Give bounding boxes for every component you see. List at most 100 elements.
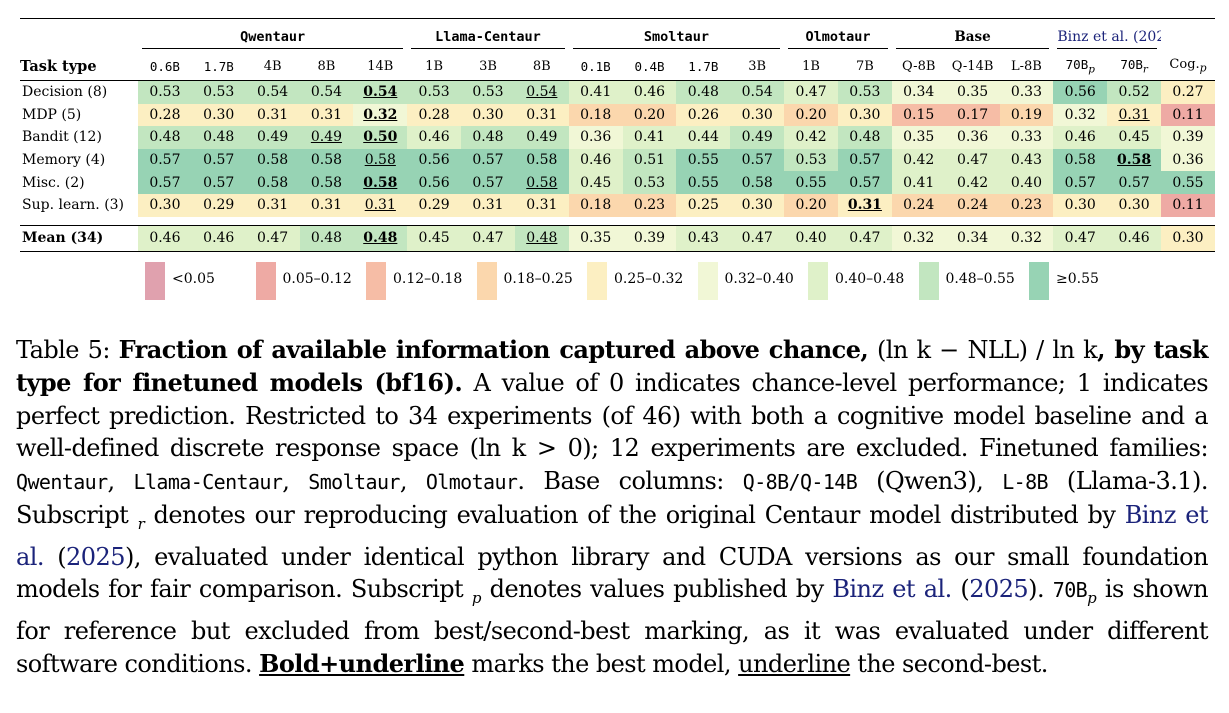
task-type-cell: Decision (8) [20, 80, 138, 104]
value-cell: 0.39 [1161, 126, 1215, 149]
legend-swatch [808, 262, 828, 300]
value-cell: 0.44 [676, 126, 731, 149]
value-cell: 0.42 [784, 126, 838, 149]
value-cell: 0.58 [730, 171, 785, 194]
value-cell: 0.46 [622, 80, 677, 104]
task-type-cell: Memory (4) [20, 148, 138, 172]
value-cell: 0.56 [407, 171, 462, 194]
value-cell: 0.40 [784, 224, 838, 252]
value-cell: 0.36 [1161, 148, 1215, 172]
legend-label: 0.40–0.48 [835, 271, 905, 287]
value-cell: 0.42 [891, 148, 946, 172]
value-cell: 0.53 [837, 80, 892, 104]
value-cell: 0.53 [138, 80, 192, 104]
value-cell: 0.58 [514, 171, 569, 194]
value-cell: 0.30 [461, 103, 515, 127]
value-cell: 0.58 [1053, 148, 1108, 172]
group-header-row: Qwentaur Llama-Centaur Smoltaur Olmotaur Bas… [20, 19, 1215, 52]
value-cell: 0.11 [1161, 193, 1215, 217]
value-cell: 0.40 [999, 171, 1054, 194]
citation-year-link-2[interactable]: 2025 [969, 575, 1029, 604]
value-cell: 0.52 [1107, 80, 1162, 104]
column-header-1: 1.7B [191, 52, 246, 81]
table-row: Sup. learn. (3) 0.30 0.29 0.31 0.31 0.31 0.29 0… [20, 193, 1215, 217]
value-cell: 0.39 [622, 224, 677, 252]
value-cell: 0.47 [945, 148, 1000, 172]
group-label: Qwentaur [142, 29, 404, 49]
value-cell: 0.53 [191, 80, 246, 104]
value-cell: 0.31 [299, 193, 354, 217]
caption-title: Fraction of available information captur… [118, 335, 869, 364]
task-type-header: Task type [20, 52, 138, 81]
value-cell: 0.46 [138, 224, 192, 252]
value-cell: 0.24 [945, 193, 1000, 217]
value-cell: 0.18 [568, 193, 623, 217]
column-header-12: 1B [784, 52, 838, 81]
value-cell: 0.27 [1161, 80, 1215, 104]
caption-sentence-6: , evaluated under identical python libra… [16, 542, 1209, 604]
value-cell: 0.31 [837, 193, 892, 217]
group-label: Base [895, 29, 1050, 49]
value-cell: 0.58 [353, 148, 408, 172]
value-cell: 0.45 [568, 171, 623, 194]
group-header-empty [20, 19, 138, 52]
value-cell: 0.48 [353, 224, 408, 252]
value-cell: 0.32 [1053, 103, 1108, 127]
caption-bold-underline: Bold+underline [259, 648, 465, 678]
value-cell: 0.48 [837, 126, 892, 149]
column-header-4: 14B [353, 52, 408, 81]
table-row: MDP (5) 0.28 0.30 0.31 0.31 0.32 0.28 0.30 0.31 0… [20, 103, 1215, 127]
value-cell: 0.31 [245, 193, 300, 217]
value-cell: 0.34 [945, 224, 1000, 252]
citation-link-1[interactable]: Binz et al. [16, 500, 1209, 571]
value-cell: 0.30 [191, 103, 246, 127]
value-cell: 0.43 [676, 224, 731, 252]
column-header-8: 0.1B [568, 52, 623, 81]
value-cell: 0.57 [837, 171, 892, 194]
value-cell: 0.23 [622, 193, 677, 217]
group-header-5[interactable]: Binz et al. (2025) [1053, 19, 1161, 52]
value-cell: 0.58 [514, 148, 569, 172]
group-header-4: Base [892, 19, 1054, 52]
value-cell: 0.57 [191, 148, 246, 172]
task-type-cell: Bandit (12) [20, 126, 138, 149]
column-header-11: 3B [730, 52, 785, 81]
value-cell: 0.31 [514, 193, 569, 217]
task-type-cell: Sup. learn. (3) [20, 193, 138, 217]
value-cell: 0.25 [676, 193, 731, 217]
value-cell: 0.30 [138, 193, 192, 217]
column-header-3: 8B [299, 52, 354, 81]
citation-year-link-1[interactable]: 2025 [66, 542, 125, 571]
legend-label: 0.25–0.32 [614, 271, 684, 287]
value-cell: 0.31 [514, 103, 569, 127]
legend-swatch [255, 262, 276, 300]
value-cell: 0.32 [999, 224, 1054, 252]
column-header-19: Cog.p [1161, 52, 1215, 81]
value-cell: 0.54 [514, 80, 569, 104]
column-header-10: 1.7B [676, 52, 731, 81]
value-cell: 0.11 [1161, 103, 1215, 127]
value-cell: 0.47 [837, 224, 892, 252]
citation-link-2[interactable]: Binz et al. [832, 575, 952, 604]
caption-subscript-r: r [137, 514, 145, 533]
caption-sentence-7: denotes values published by [489, 575, 824, 604]
value-cell: 0.55 [676, 148, 731, 172]
value-cell: 0.47 [245, 224, 300, 252]
value-cell: 0.57 [1107, 171, 1162, 194]
value-cell: 0.31 [245, 103, 300, 127]
value-cell: 0.33 [999, 126, 1054, 149]
caption-underline: underline [738, 649, 851, 678]
column-header-15: Q-14B [945, 52, 1000, 81]
legend-label: ≥0.55 [1056, 271, 1099, 287]
caption-sentence-8: is shown for reference but excluded from… [16, 575, 1209, 678]
value-cell: 0.26 [676, 103, 731, 127]
results-table: Qwentaur Llama-Centaur Smoltaur Olmotaur Bas… [20, 18, 1215, 252]
table-row: Decision (8) 0.53 0.53 0.54 0.54 0.54 0.53 0.53… [20, 80, 1215, 104]
value-cell: 0.30 [837, 103, 892, 127]
column-header-2: 4B [245, 52, 300, 81]
group-header-1: Llama-Centaur [407, 19, 569, 52]
caption-sentence-4: (Llama-3.1). Subscript [16, 467, 1208, 529]
group-header-0: Qwentaur [138, 19, 407, 52]
value-cell: 0.57 [138, 148, 192, 172]
value-cell: 0.30 [730, 103, 785, 127]
